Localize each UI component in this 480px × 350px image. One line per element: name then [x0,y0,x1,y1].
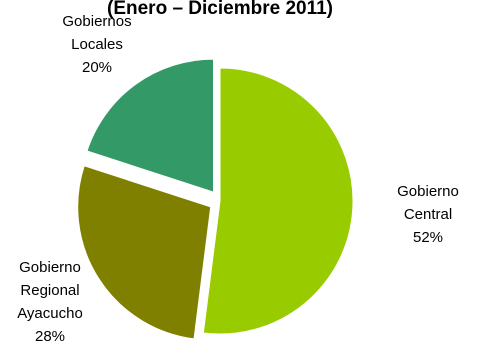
slice-label-0: Gobierno Central 52% [397,183,459,246]
pie-slice-0 [202,67,354,335]
chart-title: (Enero – Diciembre 2011) [107,0,333,19]
slice-name-line: Regional [20,282,79,299]
slice-name-line: Gobiernos [62,13,131,30]
pie-slice-1 [77,165,212,340]
slice-value-label: 20% [82,59,112,76]
pie-slices [77,58,354,340]
slice-name-line: Ayacucho [17,305,83,322]
slice-name-line: Gobierno [19,259,81,276]
slice-value-label: 28% [35,328,65,345]
slice-name-line: Locales [71,36,123,53]
pie-slice-2 [86,58,215,193]
slice-value-label: 52% [413,229,443,246]
slice-name-line: Central [404,206,452,223]
slice-label-1: Gobierno Regional Ayacucho 28% [17,259,83,345]
slice-labels: Gobierno Central 52% Gobierno Regional Ayacuc… [17,13,459,345]
slice-name-line: Gobierno [397,183,459,200]
slice-label-2: Gobiernos Locales 20% [62,13,131,76]
